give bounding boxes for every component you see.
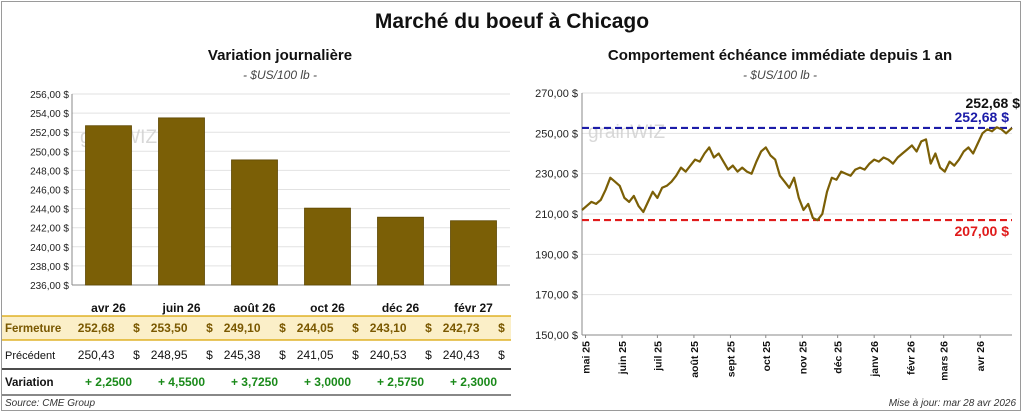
table-row-label: Fermeture xyxy=(5,323,61,335)
table-cell-value: 240,53 xyxy=(370,348,407,362)
table-cell-value: 241,05 xyxy=(297,348,334,362)
table-cell-value: 243,10 xyxy=(370,321,407,335)
line-ytick-label: 170,00 $ xyxy=(535,290,578,302)
bar xyxy=(304,207,351,286)
bar-ytick-label: 250,00 $ xyxy=(30,147,69,158)
line-xtick-label: août 25 xyxy=(689,341,701,378)
table-cell-currency: $ xyxy=(498,348,505,362)
bar-ytick-label: 254,00 $ xyxy=(30,109,69,120)
line-ytick-label: 230,00 $ xyxy=(535,169,578,181)
table-cell-currency: $ xyxy=(206,348,213,362)
line-xtick-label: oct 25 xyxy=(761,341,773,372)
bar-ytick-label: 248,00 $ xyxy=(30,166,69,177)
table-cell-value: + 3,7250 xyxy=(231,375,278,389)
table-cell-currency: $ xyxy=(133,321,140,335)
bar xyxy=(85,125,132,286)
bar-ytick-label: 256,00 $ xyxy=(30,90,69,101)
table-row-label: Précédent xyxy=(5,350,55,362)
table-cell-value: 240,43 xyxy=(443,348,480,362)
line-xtick-label: mai 25 xyxy=(581,341,593,374)
bar xyxy=(158,117,205,286)
bar xyxy=(231,159,278,286)
bar-chart-unit: - $US/100 lb - xyxy=(242,68,318,82)
table-cell-currency: $ xyxy=(498,321,505,335)
line-xtick-label: juin 25 xyxy=(617,341,629,375)
table-cell-value: 242,73 xyxy=(443,321,480,335)
line-ytick-label: 250,00 $ xyxy=(535,128,578,140)
bar-ytick-label: 252,00 $ xyxy=(30,128,69,139)
line-xtick-label: févr 26 xyxy=(906,341,918,375)
table-cell-currency: $ xyxy=(352,321,359,335)
bar-category-label: févr 27 xyxy=(454,301,493,315)
line-xtick-label: mars 26 xyxy=(939,341,951,381)
last-value-label: 252,68 $ xyxy=(966,95,1021,111)
table-cell-value: + 3,0000 xyxy=(304,375,351,389)
bar-ytick-label: 242,00 $ xyxy=(30,224,69,235)
line-xtick-label: juil 25 xyxy=(652,341,664,372)
table-cell-currency: $ xyxy=(425,321,432,335)
bar-ytick-label: 238,00 $ xyxy=(30,262,69,273)
line-xtick-label: janv 26 xyxy=(869,341,881,378)
bar-category-label: déc 26 xyxy=(382,301,420,315)
line-ytick-label: 190,00 $ xyxy=(535,249,578,261)
bar-ytick-label: 246,00 $ xyxy=(30,186,69,197)
bar-category-label: avr 26 xyxy=(91,301,126,315)
table-cell-value: 248,95 xyxy=(151,348,188,362)
update-note: Mise à jour: mar 28 avr 2026 xyxy=(888,398,1016,409)
bar-category-label: juin 26 xyxy=(161,301,200,315)
line-ytick-label: 210,00 $ xyxy=(535,209,578,221)
line-xtick-label: nov 25 xyxy=(797,341,809,374)
line-xtick-label: sept 25 xyxy=(725,341,737,377)
bar-chart-title: Variation journalière xyxy=(207,47,353,64)
table-cell-currency: $ xyxy=(279,348,286,362)
fermeture-row-bg xyxy=(2,316,511,340)
page-title: Marché du boeuf à Chicago xyxy=(374,10,650,33)
bar-category-label: août 26 xyxy=(233,301,275,315)
table-cell-value: + 2,3000 xyxy=(450,375,497,389)
bar xyxy=(450,220,497,286)
table-cell-value: 245,38 xyxy=(224,348,261,362)
bar-ytick-label: 244,00 $ xyxy=(30,205,69,216)
table-cell-currency: $ xyxy=(425,348,432,362)
table-cell-value: + 2,5750 xyxy=(377,375,424,389)
table-cell-currency: $ xyxy=(279,321,286,335)
line-ytick-label: 270,00 $ xyxy=(535,88,578,100)
bar-ytick-label: 236,00 $ xyxy=(30,281,69,292)
line-xtick-label: déc 25 xyxy=(833,341,845,374)
table-cell-currency: $ xyxy=(206,321,213,335)
line-chart-unit: - $US/100 lb - xyxy=(742,68,818,82)
table-row-label: Variation xyxy=(5,377,54,389)
line-ytick-label: 150,00 $ xyxy=(535,330,578,342)
upper-reference-label: 252,68 $ xyxy=(955,109,1010,125)
table-cell-value: 253,50 xyxy=(151,321,188,335)
price-series-line xyxy=(581,126,1013,222)
lower-reference-label: 207,00 $ xyxy=(955,223,1010,239)
table-cell-value: 249,10 xyxy=(224,321,261,335)
bar xyxy=(377,216,424,286)
table-cell-value: + 2,2500 xyxy=(85,375,132,389)
line-chart-title: Comportement échéance immédiate depuis 1… xyxy=(607,47,953,64)
table-cell-value: 244,05 xyxy=(297,321,334,335)
line-xtick-label: avr 26 xyxy=(975,341,987,372)
table-cell-value: + 4,5500 xyxy=(158,375,205,389)
table-cell-currency: $ xyxy=(352,348,359,362)
table-cell-value: 250,43 xyxy=(78,348,115,362)
table-cell-value: 252,68 xyxy=(78,321,115,335)
bar-ytick-label: 240,00 $ xyxy=(30,243,69,254)
bar-category-label: oct 26 xyxy=(310,301,345,315)
table-cell-currency: $ xyxy=(133,348,140,362)
source-note: Source: CME Group xyxy=(5,398,96,409)
